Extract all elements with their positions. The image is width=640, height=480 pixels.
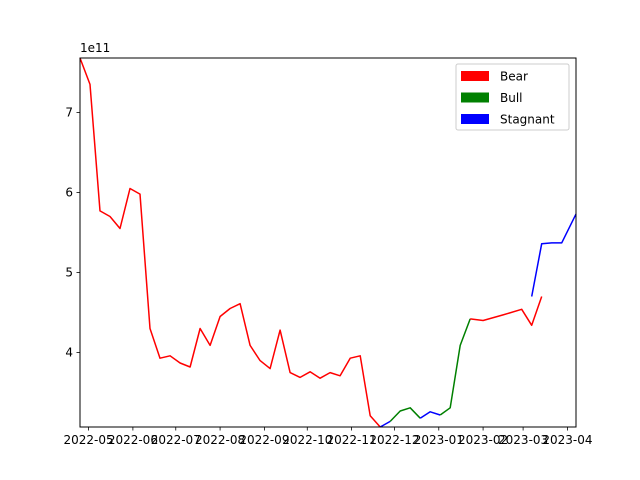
- y-tick-label: 6: [65, 185, 73, 199]
- x-tick-label: 2022-11: [327, 433, 377, 447]
- series-line-bull-2: [389, 407, 421, 422]
- series-line-bear-5: [470, 296, 543, 327]
- plot-lines: [79, 57, 577, 428]
- series-line-bull-4: [439, 318, 471, 416]
- x-tick-label: 2022-06: [108, 433, 158, 447]
- legend-swatch-bear: [461, 71, 489, 81]
- legend-label-bull: Bull: [500, 91, 523, 105]
- y-tick-label: 7: [65, 105, 73, 119]
- y-tick-label: 4: [65, 346, 73, 360]
- legend-label-stagnant: Stagnant: [500, 113, 555, 127]
- legend-label-bear: Bear: [500, 70, 528, 84]
- x-tick-label: 2022-09: [239, 433, 289, 447]
- y-offset-label: 1e11: [80, 41, 110, 55]
- x-tick-label: 2022-08: [195, 433, 245, 447]
- x-tick-label: 2023-02: [458, 433, 508, 447]
- series-line-stagnant-6: [530, 213, 577, 297]
- x-tick-label: 2022-05: [64, 433, 114, 447]
- x-tick-label: 2022-12: [369, 433, 419, 447]
- plot-frame: [79, 57, 577, 428]
- series-line-bear-0: [79, 57, 381, 428]
- legend-swatch-stagnant: [461, 114, 489, 124]
- x-tick-label: 2022-07: [151, 433, 201, 447]
- y-tick-label: 5: [65, 266, 73, 280]
- x-tick-label: 2023-04: [542, 433, 592, 447]
- legend-swatch-bull: [461, 92, 489, 103]
- series-line-stagnant-3: [419, 411, 441, 419]
- x-tick-label: 2023-01: [414, 433, 464, 447]
- y-axis: 4 5 6 7: [65, 105, 80, 360]
- x-tick-label: 2023-03: [498, 433, 548, 447]
- x-axis: 2022-052022-062022-072022-082022-092022-…: [64, 427, 592, 447]
- x-tick-label: 2022-10: [282, 433, 332, 447]
- series-line-stagnant-1: [379, 420, 391, 428]
- legend: Bear Bull Stagnant: [455, 63, 570, 131]
